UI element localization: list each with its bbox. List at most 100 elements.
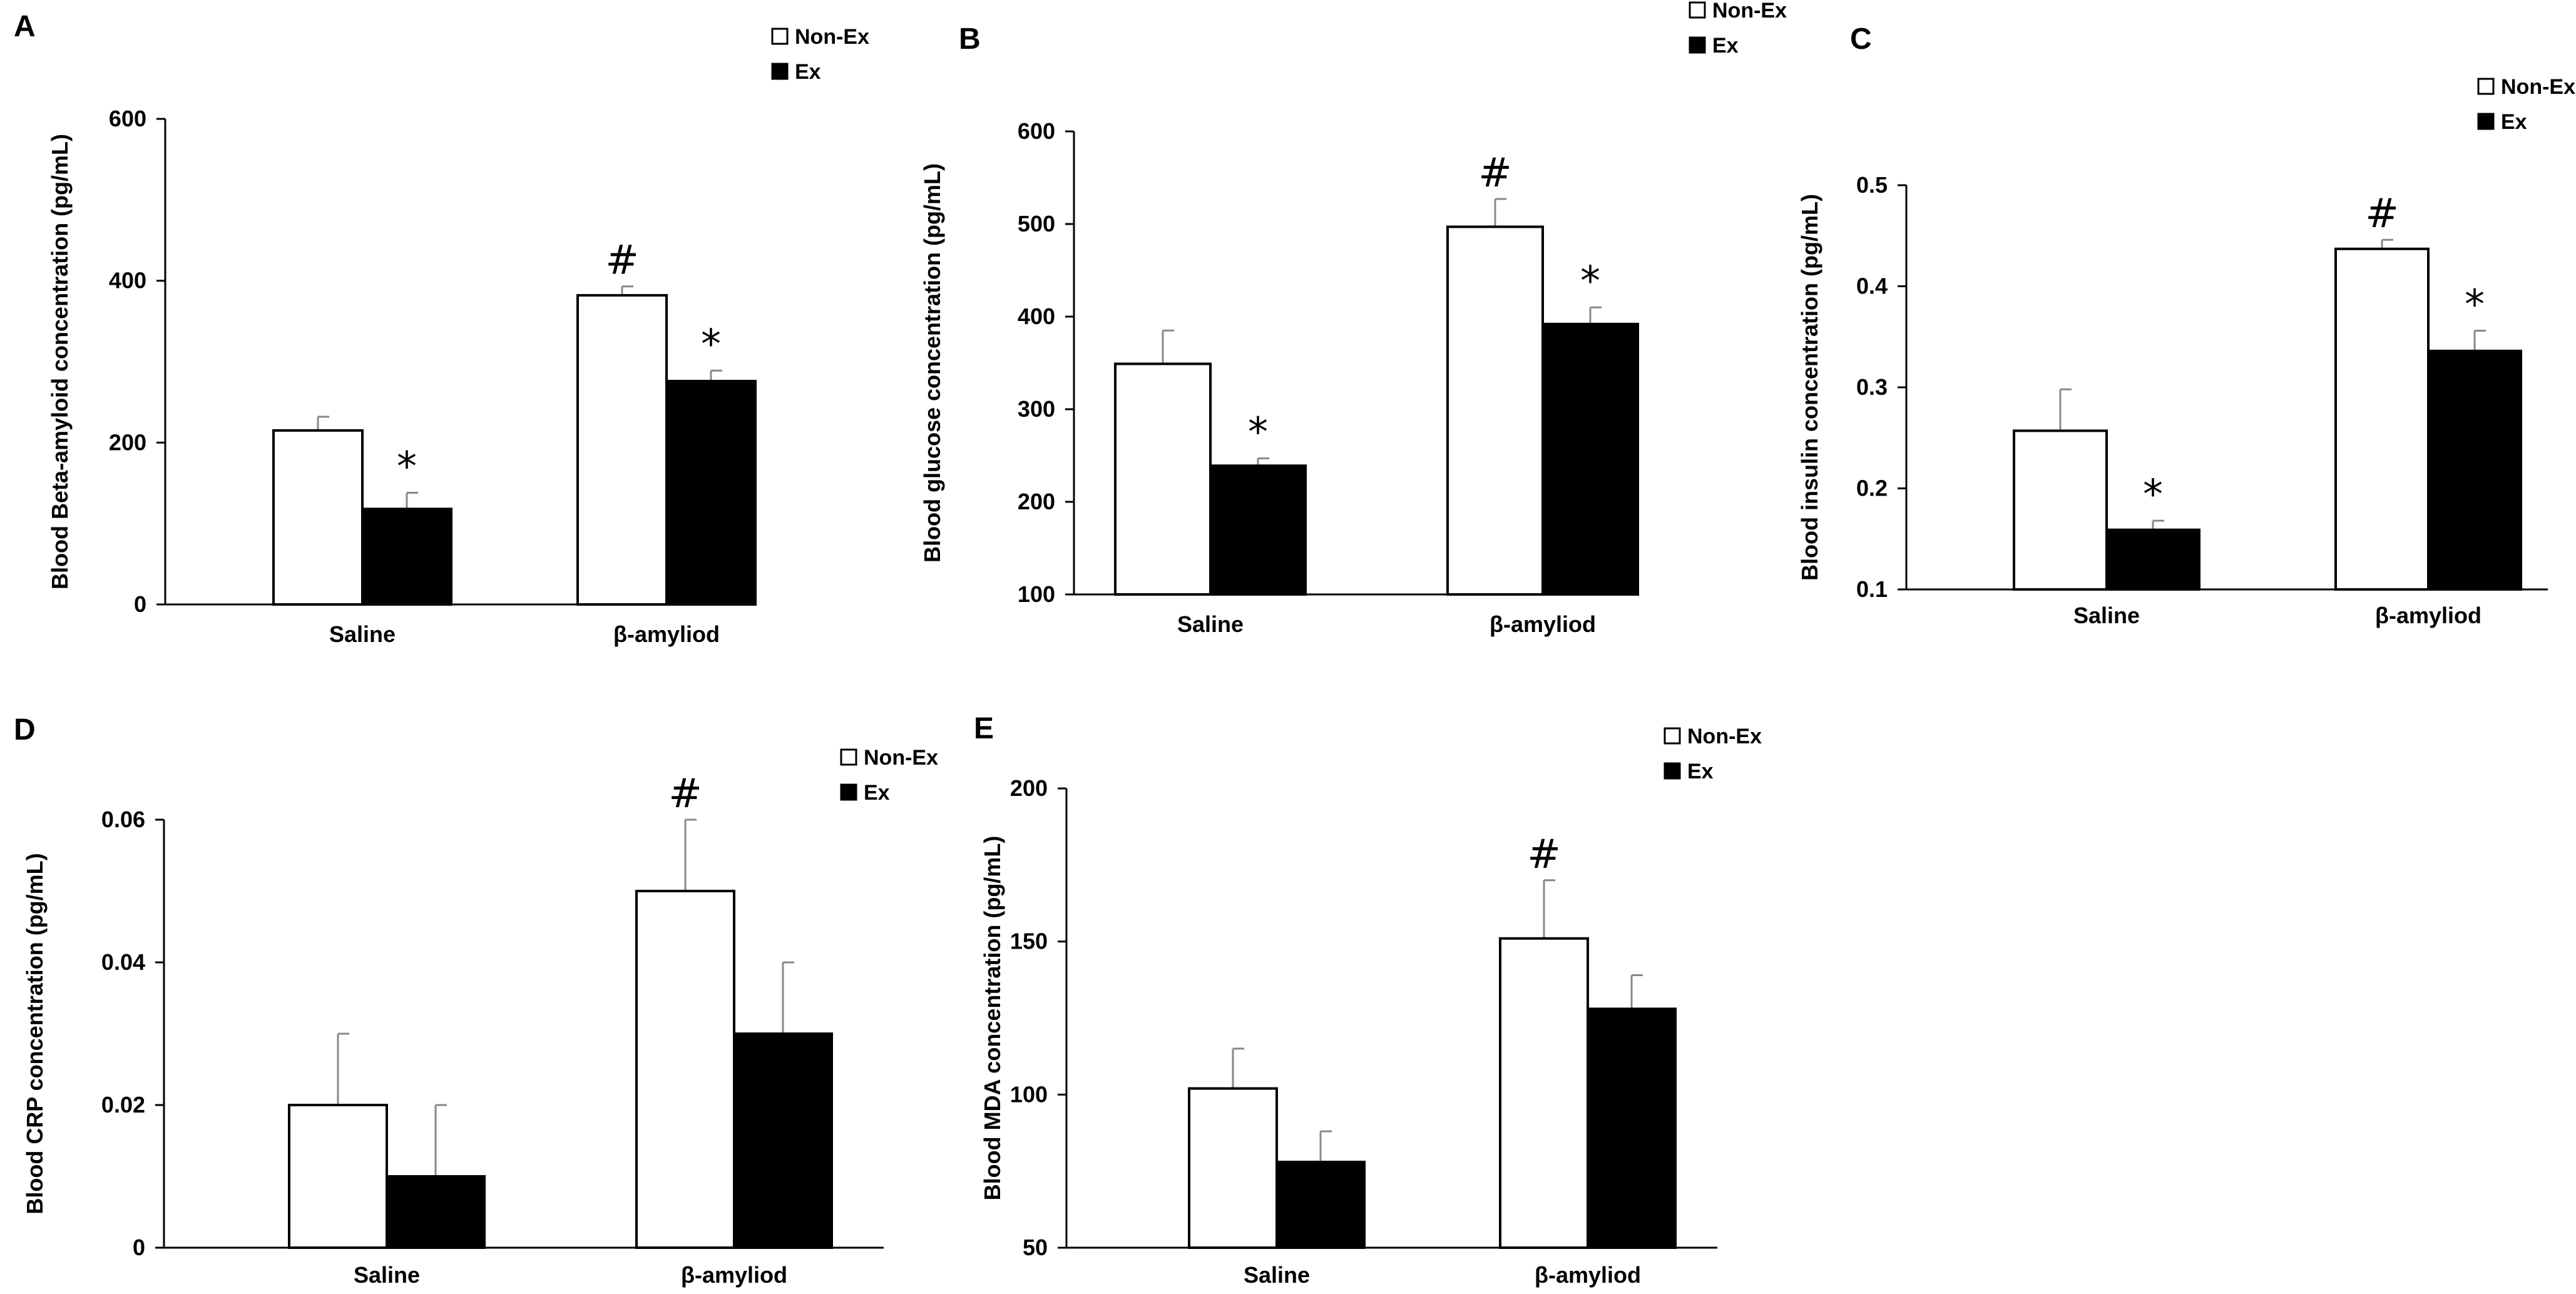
chart-panel-c: C Blood insulin concentration (pg/mL) 0.1 0…	[1797, 23, 2575, 628]
panel-letter-a: A	[14, 10, 36, 43]
bar-non-ex	[1446, 225, 1544, 596]
legend-swatch-ex	[1689, 36, 1706, 54]
chart-panel-a: A Blood Beta-amyloid concentration (pg/mL…	[14, 10, 869, 647]
significance-hash: #	[2365, 191, 2399, 237]
y-axis-title: Blood Beta-amyloid concentration (pg/mL)	[47, 134, 73, 589]
y-tick-label: 600	[109, 106, 146, 131]
y-axis-title: Blood CRP concentration (pg/mL)	[22, 853, 48, 1214]
legend-label-non-ex: Non-Ex	[1687, 725, 1762, 748]
bar-non-ex	[272, 429, 364, 606]
bar-ex	[361, 507, 452, 606]
legend-label-non-ex: Non-Ex	[864, 746, 938, 770]
legend-swatch-non-ex	[771, 28, 789, 45]
x-category-label: β-amyliod	[1490, 611, 1596, 637]
y-tick-label: 100	[1018, 581, 1055, 607]
legend-swatch-ex	[1664, 762, 1681, 780]
legend-label-ex: Ex	[795, 60, 821, 84]
y-tick-label: 0	[133, 1235, 145, 1260]
legend-swatch-non-ex	[2477, 78, 2495, 95]
bar-ex	[665, 380, 757, 606]
bar-ex	[1209, 464, 1307, 596]
y-tick-label: 200	[1010, 775, 1048, 801]
significance-hash: #	[605, 238, 639, 284]
y-axis-title: Blood glucose concentration (pg/mL)	[919, 163, 945, 563]
x-category-label: β-amyliod	[681, 1262, 787, 1288]
legend-swatch-non-ex	[840, 748, 857, 766]
legend-label-ex: Ex	[1687, 760, 1714, 783]
bar-ex	[1541, 322, 1639, 596]
bar-non-ex	[1114, 362, 1212, 596]
y-tick-label: 0.06	[101, 807, 145, 832]
bar-non-ex	[2334, 247, 2430, 591]
x-category-label: Saline	[1177, 611, 1244, 637]
y-tick-label: 200	[1018, 489, 1055, 514]
significance-asterisk: *	[701, 322, 721, 368]
legend-swatch-ex	[771, 63, 789, 80]
bar-non-ex	[2013, 429, 2108, 591]
bar-ex	[386, 1175, 486, 1249]
bar-non-ex	[635, 890, 735, 1249]
legend-label-ex: Ex	[1712, 34, 1739, 58]
x-category-label: β-amyliod	[613, 621, 720, 647]
bar-non-ex	[288, 1104, 388, 1249]
panel-letter-c: C	[1850, 23, 1872, 56]
y-tick-label: 500	[1018, 211, 1055, 237]
bar-ex	[1275, 1160, 1366, 1250]
x-category-label: β-amyliod	[1535, 1262, 1641, 1288]
y-tick-label: 0.02	[101, 1092, 145, 1118]
bar-ex	[733, 1032, 833, 1249]
bar-non-ex	[1188, 1087, 1278, 1249]
y-tick-label: 0.04	[101, 949, 145, 975]
legend-swatch-non-ex	[1664, 727, 1681, 745]
significance-asterisk: *	[1248, 409, 1268, 456]
y-tick-label: 400	[109, 268, 146, 293]
significance-asterisk: *	[397, 444, 417, 491]
y-tick-label: 0	[134, 591, 146, 617]
legend-swatch-non-ex	[1689, 1, 1706, 19]
y-tick-label: 200	[109, 429, 146, 455]
y-tick-label: 400	[1018, 303, 1055, 329]
y-axis-title: Blood insulin concentration (pg/mL)	[1797, 194, 1822, 581]
bar-ex	[2105, 528, 2200, 591]
y-tick-label: 600	[1018, 118, 1055, 144]
x-category-label: β-amyliod	[2375, 603, 2481, 628]
y-axis-title: Blood MDA concentration (pg/mL)	[979, 836, 1005, 1201]
panel-letter-d: D	[14, 713, 36, 746]
y-tick-label: 0.2	[1856, 476, 1888, 501]
legend-label-ex: Ex	[864, 781, 890, 805]
y-tick-label: 0.3	[1856, 374, 1888, 400]
y-tick-label: 0.5	[1856, 172, 1888, 198]
significance-asterisk: *	[2465, 282, 2485, 329]
significance-asterisk: *	[2143, 472, 2163, 518]
legend-label-ex: Ex	[2501, 110, 2527, 134]
x-category-label: Saline	[354, 1262, 420, 1288]
bar-ex	[2427, 349, 2522, 591]
y-tick-label: 150	[1010, 929, 1048, 954]
x-category-label: Saline	[2073, 603, 2140, 628]
legend-label-non-ex: Non-Ex	[2501, 75, 2575, 99]
y-tick-label: 50	[1023, 1235, 1048, 1260]
y-tick-label: 0.1	[1856, 576, 1888, 602]
bar-non-ex	[1499, 937, 1589, 1249]
y-tick-label: 0.4	[1856, 273, 1888, 299]
bar-ex	[1587, 1007, 1677, 1249]
legend-label-non-ex: Non-Ex	[795, 25, 869, 49]
significance-hash: #	[668, 771, 702, 817]
bar-non-ex	[576, 293, 668, 606]
legend-swatch-ex	[2477, 113, 2495, 130]
panel-letter-e: E	[974, 712, 994, 745]
legend-label-non-ex: Non-Ex	[1712, 0, 1787, 23]
panel-letter-b: B	[959, 23, 981, 56]
significance-hash: #	[1478, 150, 1512, 196]
significance-hash: #	[1527, 832, 1561, 878]
chart-panel-e: E Blood MDA concentration (pg/mL) 50 100 150…	[974, 712, 1762, 1288]
significance-asterisk: *	[1580, 258, 1600, 305]
x-category-label: Saline	[1244, 1262, 1310, 1288]
chart-panel-d: D Blood CRP concentration (pg/mL) 0 0.02 0.0…	[14, 713, 938, 1288]
x-category-label: Saline	[329, 621, 396, 647]
chart-panel-b: B Blood glucose concentration (pg/mL) 100 2…	[919, 0, 1787, 637]
y-tick-label: 100	[1010, 1081, 1048, 1107]
legend-swatch-ex	[840, 783, 857, 801]
y-tick-label: 300	[1018, 396, 1055, 422]
